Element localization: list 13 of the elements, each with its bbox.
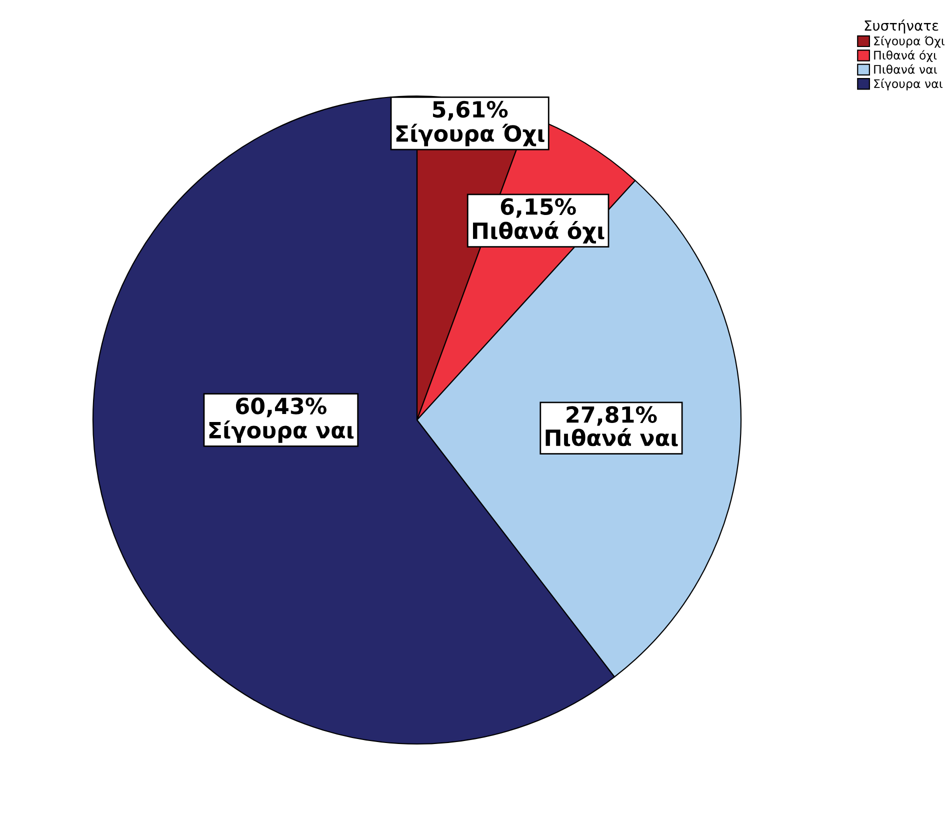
slice-label: Σίγουρα ναι [209,420,354,443]
data-label: 6,15% [500,198,576,218]
data-label: 5,61% [433,100,508,121]
data-label: 60,43% [236,398,326,418]
slice-label: Πιθανά όχι [473,221,604,244]
slice-label: Πιθανά ναι [546,428,678,446]
legend-title: Συστήνατε [864,19,938,34]
legend-label: Σίγουρα Όχι [874,36,945,48]
legend-label: Σίγουρα ναι [874,78,942,90]
legend-label: Πιθανά ναι [874,64,937,74]
slice-label: Σίγουρα Όχι [396,124,544,146]
legend-label: Πιθανά όχι [874,50,937,62]
data-label: 27,81% [566,406,657,426]
